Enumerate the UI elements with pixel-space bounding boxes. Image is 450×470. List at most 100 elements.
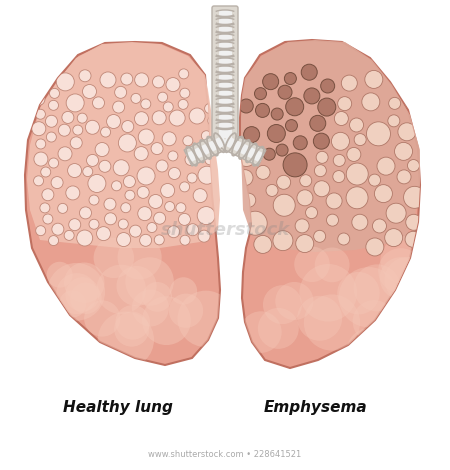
Circle shape bbox=[180, 88, 190, 98]
Circle shape bbox=[118, 219, 128, 229]
Circle shape bbox=[50, 88, 59, 98]
FancyBboxPatch shape bbox=[212, 6, 238, 142]
Polygon shape bbox=[27, 42, 220, 248]
Circle shape bbox=[62, 111, 74, 124]
Circle shape bbox=[315, 248, 350, 282]
Circle shape bbox=[100, 72, 116, 88]
Text: Emphysema: Emphysema bbox=[263, 400, 367, 415]
Circle shape bbox=[118, 134, 136, 152]
Circle shape bbox=[131, 94, 141, 103]
Circle shape bbox=[58, 124, 70, 136]
Circle shape bbox=[350, 118, 364, 132]
Circle shape bbox=[208, 116, 218, 126]
Circle shape bbox=[94, 238, 134, 278]
Circle shape bbox=[101, 127, 111, 137]
Circle shape bbox=[380, 257, 422, 299]
Circle shape bbox=[405, 76, 420, 92]
Circle shape bbox=[347, 328, 392, 374]
Circle shape bbox=[395, 142, 413, 160]
Circle shape bbox=[99, 160, 111, 172]
Circle shape bbox=[140, 235, 152, 246]
Circle shape bbox=[263, 74, 279, 90]
Circle shape bbox=[58, 204, 68, 213]
Circle shape bbox=[169, 294, 203, 328]
Circle shape bbox=[112, 181, 122, 191]
Circle shape bbox=[49, 235, 58, 246]
Circle shape bbox=[378, 248, 423, 293]
Circle shape bbox=[315, 164, 326, 177]
Circle shape bbox=[297, 296, 342, 341]
Circle shape bbox=[121, 203, 131, 213]
Text: www.shutterstock.com • 228641521: www.shutterstock.com • 228641521 bbox=[148, 450, 302, 459]
Circle shape bbox=[354, 265, 400, 311]
Circle shape bbox=[295, 219, 309, 233]
Circle shape bbox=[398, 123, 416, 141]
Circle shape bbox=[166, 78, 180, 92]
Circle shape bbox=[156, 160, 168, 172]
Circle shape bbox=[266, 184, 278, 196]
Circle shape bbox=[271, 108, 283, 120]
Circle shape bbox=[137, 167, 155, 185]
Circle shape bbox=[98, 312, 154, 368]
Circle shape bbox=[32, 122, 46, 136]
Circle shape bbox=[123, 176, 135, 188]
Circle shape bbox=[154, 235, 164, 245]
Circle shape bbox=[179, 69, 189, 79]
Circle shape bbox=[107, 115, 121, 128]
Circle shape bbox=[47, 262, 72, 288]
Circle shape bbox=[70, 282, 102, 314]
Circle shape bbox=[86, 155, 99, 166]
Circle shape bbox=[258, 308, 299, 349]
Circle shape bbox=[187, 224, 198, 236]
Circle shape bbox=[304, 294, 360, 351]
Circle shape bbox=[369, 174, 381, 186]
Circle shape bbox=[64, 230, 74, 240]
Circle shape bbox=[59, 290, 86, 317]
Circle shape bbox=[84, 300, 121, 337]
Circle shape bbox=[195, 144, 207, 156]
Circle shape bbox=[117, 233, 130, 247]
Circle shape bbox=[56, 73, 74, 91]
Circle shape bbox=[314, 230, 326, 243]
Circle shape bbox=[385, 257, 431, 303]
Circle shape bbox=[198, 230, 210, 242]
Circle shape bbox=[373, 219, 387, 233]
Circle shape bbox=[122, 120, 134, 133]
Text: shutterstock: shutterstock bbox=[160, 221, 290, 239]
Circle shape bbox=[69, 219, 81, 231]
Circle shape bbox=[339, 267, 399, 328]
Circle shape bbox=[178, 290, 234, 347]
Circle shape bbox=[113, 160, 129, 176]
Circle shape bbox=[162, 132, 176, 146]
Circle shape bbox=[116, 305, 150, 339]
Circle shape bbox=[117, 266, 157, 306]
Circle shape bbox=[334, 111, 348, 125]
Circle shape bbox=[52, 223, 64, 235]
Circle shape bbox=[346, 187, 368, 209]
Circle shape bbox=[198, 166, 216, 184]
Polygon shape bbox=[221, 132, 266, 166]
Circle shape bbox=[326, 193, 342, 209]
Circle shape bbox=[40, 203, 50, 213]
Circle shape bbox=[352, 214, 368, 230]
Circle shape bbox=[374, 185, 392, 203]
Circle shape bbox=[97, 227, 111, 241]
Circle shape bbox=[89, 195, 99, 205]
Circle shape bbox=[341, 75, 357, 91]
Circle shape bbox=[297, 190, 313, 206]
Circle shape bbox=[49, 100, 58, 110]
Circle shape bbox=[300, 175, 312, 187]
Circle shape bbox=[389, 69, 401, 81]
Circle shape bbox=[89, 219, 99, 229]
Circle shape bbox=[137, 187, 149, 198]
Circle shape bbox=[45, 115, 58, 127]
Circle shape bbox=[263, 285, 302, 324]
Circle shape bbox=[168, 151, 178, 161]
Polygon shape bbox=[223, 135, 264, 163]
Circle shape bbox=[187, 173, 197, 183]
Circle shape bbox=[126, 257, 174, 306]
Circle shape bbox=[386, 203, 406, 223]
Circle shape bbox=[189, 108, 205, 124]
Circle shape bbox=[152, 111, 166, 125]
Circle shape bbox=[114, 312, 149, 347]
